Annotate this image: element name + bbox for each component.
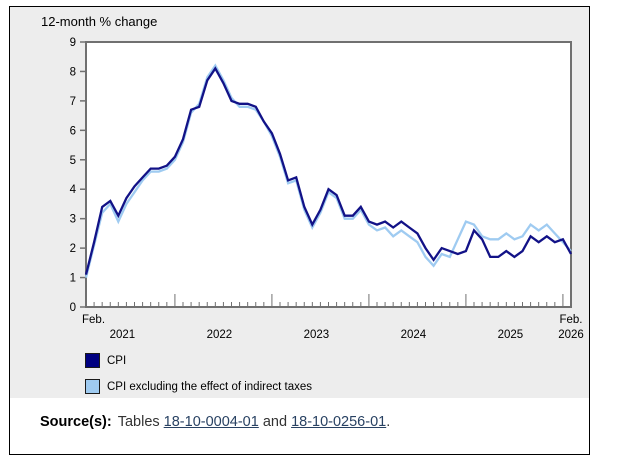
- source-link-table-1[interactable]: 18-10-0004-01: [163, 414, 259, 430]
- x-label-year: 2023: [304, 329, 330, 341]
- series-line: [84, 66, 573, 275]
- svg-text:2: 2: [70, 243, 76, 255]
- legend-swatch-icon: [85, 353, 100, 368]
- source-line: Source(s): Tables 18-10-0004-01 and 18-10…: [40, 414, 390, 430]
- source-prefix: Tables: [117, 414, 160, 430]
- legend-item-1: CPI excluding the effect of indirect tax…: [85, 377, 312, 396]
- legend-label: CPI: [107, 354, 127, 367]
- x-label-year: 2021: [110, 329, 136, 341]
- legend-item-0: CPI: [85, 351, 312, 370]
- svg-text:0: 0: [70, 302, 76, 314]
- source-link-table-2[interactable]: 18-10-0256-01: [291, 414, 387, 430]
- x-label-last-month: Feb.: [559, 314, 582, 326]
- x-label-year: 2024: [401, 329, 427, 341]
- legend-swatch-icon: [85, 379, 100, 394]
- svg-text:6: 6: [70, 125, 76, 137]
- source-suffix: .: [386, 414, 391, 430]
- svg-text:5: 5: [70, 155, 76, 167]
- svg-text:4: 4: [70, 184, 77, 196]
- svg-text:8: 8: [70, 66, 76, 78]
- plot-area: [85, 41, 572, 308]
- source-label: Source(s):: [40, 414, 112, 430]
- legend-label: CPI excluding the effect of indirect tax…: [107, 380, 312, 393]
- source-strip: Source(s): Tables 18-10-0004-01 and 18-10…: [10, 398, 589, 454]
- svg-text:3: 3: [70, 214, 76, 226]
- svg-text:9: 9: [70, 37, 76, 49]
- cpi-line-chart: 0 1 2 3 4 5 6 7 8 9 Feb. Feb. 2021 2022 2023 2024 2025 20…: [70, 37, 584, 341]
- x-label-first-month: Feb.: [82, 314, 105, 326]
- x-label-year: 2026: [558, 329, 584, 341]
- chart-legend: CPI CPI excluding the effect of indirect …: [85, 351, 312, 403]
- svg-text:7: 7: [70, 96, 76, 108]
- x-label-year: 2025: [498, 329, 524, 341]
- svg-text:1: 1: [70, 273, 76, 285]
- figure-box: 0 1 2 3 4 5 6 7 8 9 Feb. Feb. 2021 2022 2023 2024 2025 20…: [9, 6, 590, 455]
- chart-title: 12-month % change: [41, 14, 158, 29]
- x-label-year: 2022: [207, 329, 233, 341]
- source-separator: and: [262, 414, 288, 430]
